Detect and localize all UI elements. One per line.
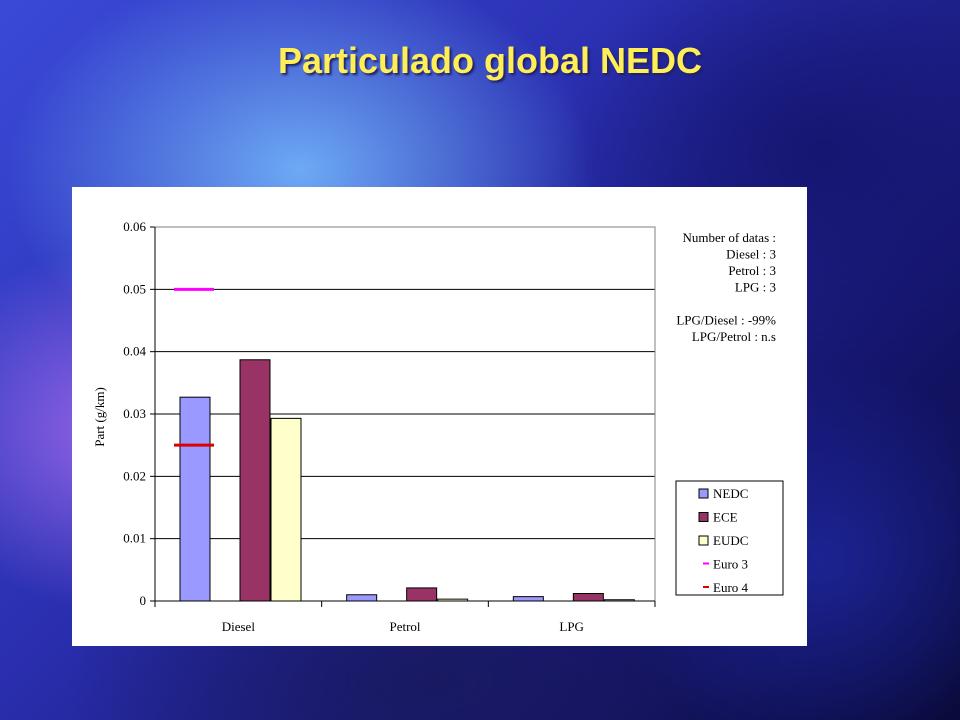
- gridlines: [150, 226, 655, 602]
- limit-lines: [174, 287, 214, 447]
- y-tick-label: 0.03: [123, 406, 146, 421]
- y-tick-label: 0.06: [123, 219, 146, 234]
- y-tick-label: 0.04: [123, 344, 146, 359]
- legend-swatch-eudc: [698, 535, 709, 546]
- chart-panel: 0 0.01 0.02 0.03 0.04 0.05 0.06 Diesel Petrol LP…: [72, 187, 807, 646]
- bar-ece-petrol: [406, 587, 438, 602]
- annotation-line: Number of datas :: [682, 230, 776, 245]
- x-tick-labels: Diesel Petrol LPG: [222, 619, 584, 634]
- bar-nedc-lpg: [512, 596, 544, 602]
- x-tick-label: Diesel: [222, 619, 256, 634]
- annotation-line: Petrol : 3: [728, 263, 776, 278]
- bar-chart: 0 0.01 0.02 0.03 0.04 0.05 0.06 Diesel Petrol LP…: [92, 219, 784, 634]
- legend-label-eudc: EUDC: [713, 533, 748, 548]
- bar-eudc-diesel: [270, 417, 302, 602]
- bar-nedc-petrol: [346, 594, 378, 602]
- y-tick-labels: 0 0.01 0.02 0.03 0.04 0.05 0.06: [123, 219, 146, 608]
- y-axis-label: Part (g/km): [92, 387, 107, 447]
- annotation-line: LPG : 3: [735, 280, 776, 295]
- axes: [154, 226, 656, 607]
- annotation-line: LPG/Petrol : n.s: [692, 329, 776, 344]
- y-tick-label: 0.02: [123, 468, 146, 483]
- legend-box: [675, 480, 784, 596]
- annotation-line: Diesel : 3: [726, 247, 776, 262]
- legend-swatch-nedc: [698, 488, 709, 499]
- x-tick-label: Petrol: [389, 619, 420, 634]
- y-tick-label: 0.05: [123, 281, 146, 296]
- legend-label-ece: ECE: [713, 510, 738, 525]
- slide-title: Particulado global NEDC: [277, 40, 703, 81]
- bar-ece-diesel: [239, 359, 271, 602]
- bars: [179, 359, 635, 602]
- legend: NEDC ECE EUDC Euro 3 Euro 4: [675, 480, 784, 596]
- legend-label-euro-3: Euro 3: [713, 557, 748, 572]
- annotation-line: LPG/Diesel : -99%: [676, 313, 776, 328]
- legend-swatch-ece: [698, 512, 709, 522]
- legend-label-nedc: NEDC: [713, 486, 748, 501]
- y-tick-label: 0: [140, 593, 147, 608]
- bar-ece-lpg: [572, 593, 604, 602]
- legend-label-euro-4: Euro 4: [713, 580, 749, 595]
- y-tick-label: 0.01: [123, 531, 146, 546]
- bar-nedc-diesel: [179, 396, 211, 602]
- x-tick-label: LPG: [559, 619, 584, 634]
